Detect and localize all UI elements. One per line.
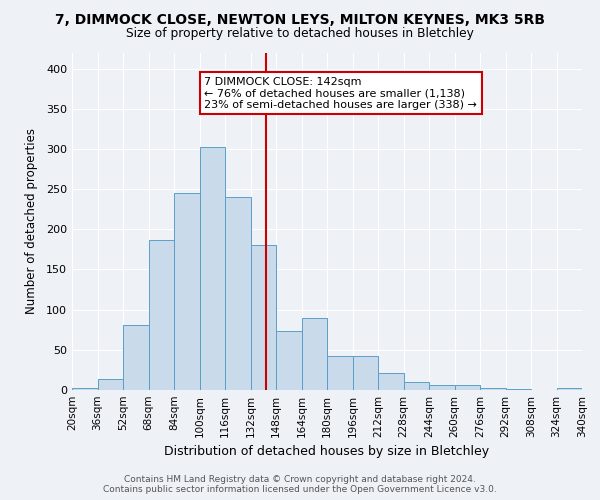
Bar xyxy=(480,388,505,390)
Bar xyxy=(505,389,531,390)
Bar xyxy=(251,246,276,390)
Bar xyxy=(455,385,480,390)
Bar xyxy=(276,330,302,390)
Text: Contains HM Land Registry data © Crown copyright and database right 2024.: Contains HM Land Registry data © Crown c… xyxy=(124,475,476,484)
Bar xyxy=(123,325,149,390)
Text: 7 DIMMOCK CLOSE: 142sqm
← 76% of detached houses are smaller (1,138)
23% of semi: 7 DIMMOCK CLOSE: 142sqm ← 76% of detache… xyxy=(204,76,477,110)
Bar xyxy=(199,148,225,390)
Bar xyxy=(327,356,353,390)
Bar xyxy=(149,240,174,390)
Bar xyxy=(72,388,97,390)
Bar xyxy=(404,382,429,390)
Text: 7, DIMMOCK CLOSE, NEWTON LEYS, MILTON KEYNES, MK3 5RB: 7, DIMMOCK CLOSE, NEWTON LEYS, MILTON KE… xyxy=(55,12,545,26)
Bar xyxy=(353,356,378,390)
Y-axis label: Number of detached properties: Number of detached properties xyxy=(25,128,38,314)
X-axis label: Distribution of detached houses by size in Bletchley: Distribution of detached houses by size … xyxy=(164,446,490,458)
Bar xyxy=(97,379,123,390)
Text: Size of property relative to detached houses in Bletchley: Size of property relative to detached ho… xyxy=(126,28,474,40)
Bar xyxy=(429,385,455,390)
Text: Contains public sector information licensed under the Open Government Licence v3: Contains public sector information licen… xyxy=(103,485,497,494)
Bar xyxy=(378,373,404,390)
Bar xyxy=(174,193,199,390)
Bar xyxy=(557,388,582,390)
Bar xyxy=(225,197,251,390)
Bar xyxy=(302,318,327,390)
